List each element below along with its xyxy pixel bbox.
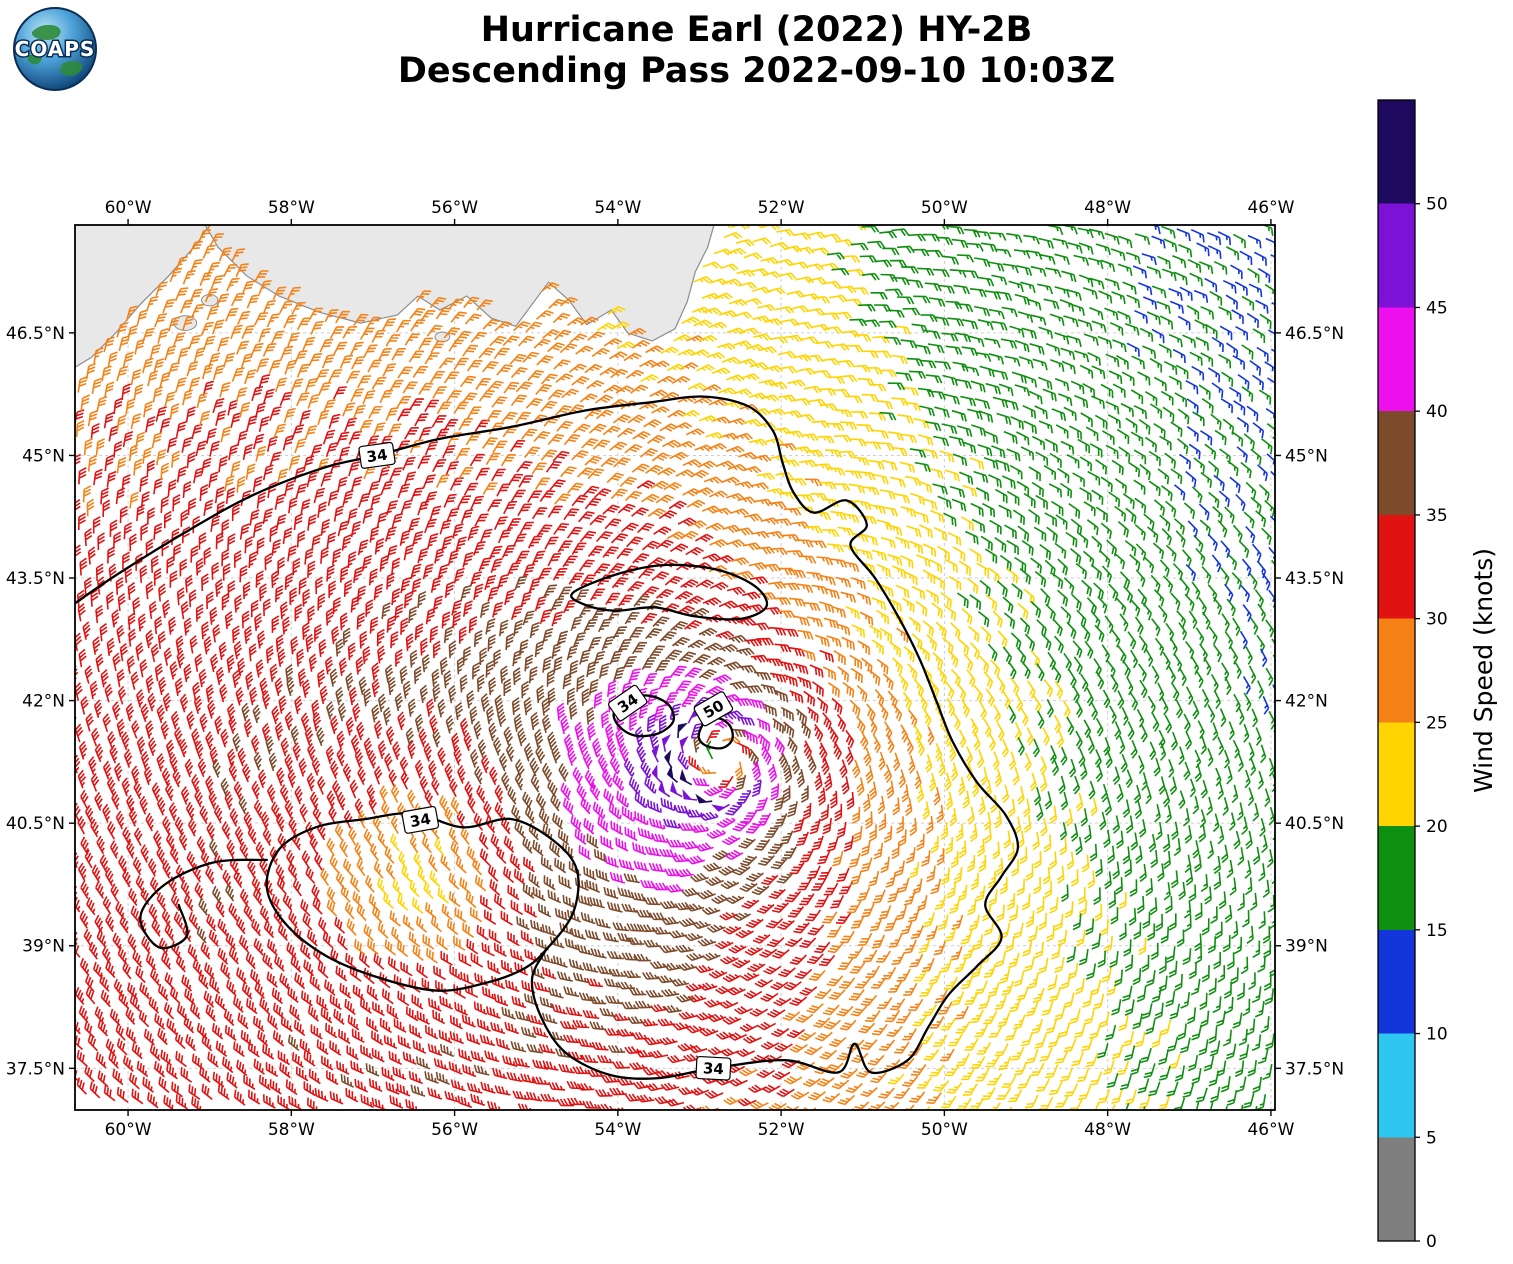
title-line-1: Hurricane Earl (2022) HY-2B [480,10,1033,50]
lon-tick-label-bottom: 50°W [921,1120,968,1140]
contour-label-box [401,805,440,834]
colorbar-tick-label: 5 [1426,1128,1437,1148]
lon-tick-label-top: 56°W [431,198,478,218]
logo-continent [31,24,61,41]
wind-radii-contour-34 [570,563,769,621]
lon-tick-label-bottom: 48°W [1084,1120,1131,1140]
lat-tick-label-right: 39°N [1285,937,1328,957]
colorbar-tick-label: 50 [1426,195,1448,215]
lat-tick-label-right: 43.5°N [1285,569,1344,589]
colorbar-tick-label: 20 [1426,817,1448,837]
title-line-2: Descending Pass 2022-09-10 10:03Z [397,51,1116,92]
lon-tick-label-bottom: 56°W [431,1120,478,1140]
wind-radii-contour-34 [75,395,1020,1080]
contour-label-text: 34 [365,446,388,467]
lat-tick-label-right: 42°N [1285,692,1328,712]
colorbar-segment [1378,929,1415,1034]
contour-label-box [693,691,734,727]
colorbar-tick-label: 40 [1426,402,1448,422]
lon-tick-label-top: 52°W [758,198,805,218]
lat-tick-label-left: 42°N [22,692,65,712]
wind-barbs [75,374,855,1110]
contour-label-box [695,1055,732,1081]
logo-text: COAPS [15,37,96,61]
wind-barbs [75,225,969,1110]
colorbar-segment [1378,307,1415,412]
landmass [75,225,211,368]
grid-layer [75,225,1275,1110]
lon-tick-label-top: 58°W [268,198,315,218]
lon-tick-label-top: 60°W [105,198,152,218]
logo-continent [60,61,83,76]
lon-tick-label-bottom: 52°W [758,1120,805,1140]
colorbar-title: Wind Speed (knots) [1469,548,1498,793]
colorbar-tick-label: 30 [1426,610,1448,630]
colorbar-tick-label: 25 [1426,713,1448,733]
contour-label: 34 [358,441,396,469]
lon-tick-label-bottom: 46°W [1247,1120,1294,1140]
colorbar-tick-label: 10 [1426,1025,1448,1045]
colorbar-tick-label: 15 [1426,921,1448,941]
axis-tick-layer [69,219,1281,1116]
colorbar-segment [1378,1033,1415,1138]
land-layer [75,225,715,368]
colorbar-segment [1378,100,1415,204]
lat-tick-label-left: 39°N [22,937,65,957]
lon-tick-label-top: 48°W [1084,198,1131,218]
lon-tick-label-top: 46°W [1247,198,1294,218]
colorbar-tick-label: 35 [1426,506,1448,526]
contour-label: 34 [695,1055,732,1081]
lon-tick-label-top: 50°W [921,198,968,218]
page-title: Hurricane Earl (2022) HY-2B Descending P… [0,10,1513,93]
wind-radii-contour-34 [139,858,268,950]
wind-barbs [556,665,786,893]
wind-barbs [1126,225,1275,715]
wind-barbs [196,575,817,1097]
contour-label-box [358,441,396,469]
contour-label: 34 [401,805,440,834]
lon-tick-label-top: 54°W [594,198,641,218]
wind-barb-pennants [651,710,726,812]
lat-tick-label-left: 43.5°N [6,569,65,589]
lat-tick-label-left: 40.5°N [6,814,65,834]
lat-tick-label-left: 37.5°N [6,1059,65,1079]
colorbar-border [1377,99,1416,1242]
colorbar-tick-label: 0 [1426,1232,1437,1252]
colorbar: 0 5 10 15 20 25 30 35 40 45 50 Wind Speed (knots) [1377,99,1498,1252]
wind-barb-pennants [664,722,708,804]
landmass [204,225,715,342]
islet [201,293,219,307]
contour-label-text: 34 [702,1059,724,1078]
colorbar-tick-label: 45 [1426,298,1448,318]
lat-tick-label-left: 46.5°N [6,324,65,344]
contour-label-text: 34 [409,810,433,831]
colorbar-segment [1378,826,1415,930]
lat-tick-label-left: 45°N [22,446,65,466]
colorbar-segment [1378,514,1415,619]
contour-layer [75,395,1020,1080]
axis-label-layer: 60°W 60°W 58°W 58°W 56°W 56°W 54°W 54°W 52°W 52°W… [6,198,1344,1140]
lon-tick-label-bottom: 54°W [594,1120,641,1140]
lat-tick-label-right: 46.5°N [1285,324,1344,344]
colorbar-segment [1378,203,1415,308]
contour-label-box [608,684,648,722]
lat-tick-label-right: 45°N [1285,446,1328,466]
lon-tick-label-bottom: 60°W [105,1120,152,1140]
colorbar-segment [1378,722,1415,827]
colorbar-segment [1378,411,1415,515]
wind-radii-contour-34 [265,811,580,992]
colorbar-segment [1378,1137,1415,1241]
wind-barb-layer [75,225,1275,1110]
lon-tick-label-bottom: 58°W [268,1120,315,1140]
wind-barbs [376,225,1181,1110]
plot-border [74,224,1276,1111]
logo-continent [27,54,42,65]
lat-tick-label-right: 37.5°N [1285,1059,1344,1079]
contour-label: 50 [693,691,734,727]
coaps-logo: COAPS [13,7,97,91]
lat-tick-label-right: 40.5°N [1285,814,1344,834]
colorbar-segment [1378,618,1415,723]
